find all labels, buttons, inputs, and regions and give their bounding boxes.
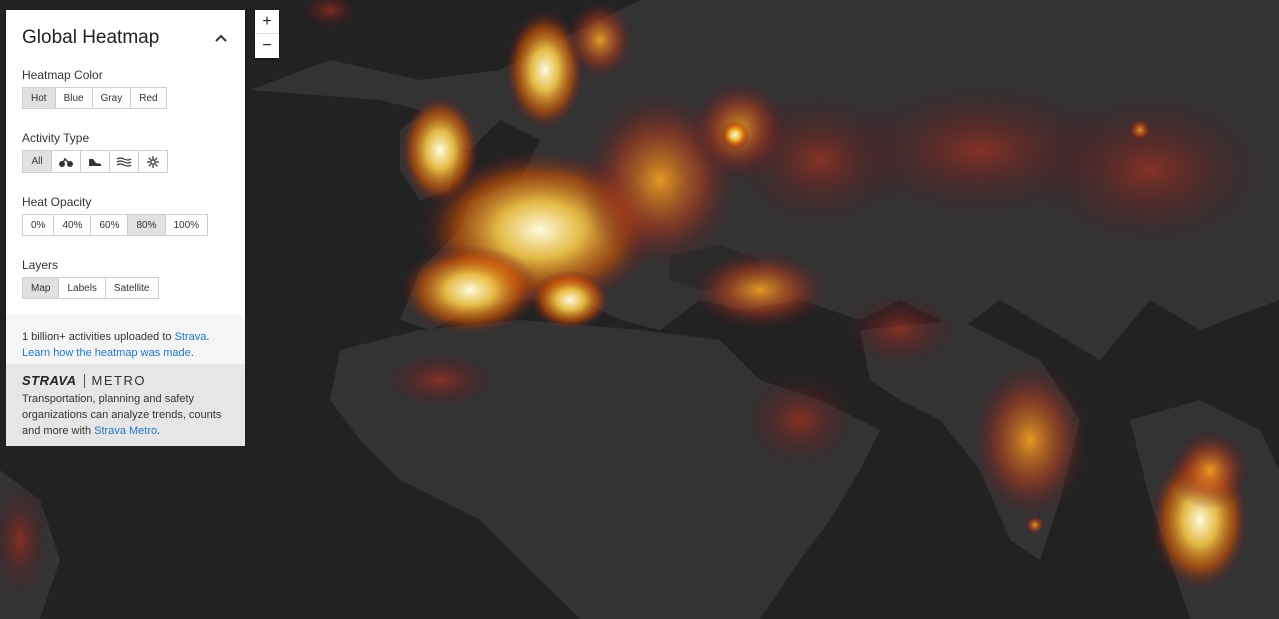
activity-ride-button[interactable] xyxy=(51,150,81,173)
metro-description: Transportation, planning and safety orga… xyxy=(22,391,229,439)
activity-all-button[interactable]: All xyxy=(22,150,52,173)
heatmap-color-group: Heatmap Color Hot Blue Gray Red xyxy=(6,68,245,109)
heat-opacity-options: 0% 40% 60% 80% 100% xyxy=(22,214,229,236)
activity-type-options: All xyxy=(22,150,229,173)
heat-layer xyxy=(0,0,1270,600)
strava-brand: STRAVA xyxy=(22,373,77,388)
opacity-40-button[interactable]: 40% xyxy=(53,214,92,236)
activity-winter-button[interactable] xyxy=(138,150,168,173)
metro-product: METRO xyxy=(91,373,146,388)
layer-satellite-button[interactable]: Satellite xyxy=(104,277,159,299)
layer-map-button[interactable]: Map xyxy=(22,277,60,299)
color-hot-button[interactable]: Hot xyxy=(22,87,56,109)
activity-type-label: Activity Type xyxy=(22,131,90,145)
layers-options: Map Labels Satellite xyxy=(22,277,229,299)
layer-labels-button[interactable]: Labels xyxy=(58,277,106,299)
activities-suffix: . xyxy=(206,331,210,343)
chevron-up-icon[interactable] xyxy=(213,30,229,46)
activities-text: 1 billion+ activities uploaded to xyxy=(22,331,175,343)
strava-link[interactable]: Strava xyxy=(174,331,207,343)
zoom-out-button[interactable]: − xyxy=(262,37,272,54)
color-red-button[interactable]: Red xyxy=(130,87,167,109)
strava-metro-logo: STRAVA METRO xyxy=(22,373,229,389)
layers-label: Layers xyxy=(22,258,59,272)
heatmap-color-options: Hot Blue Gray Red xyxy=(22,87,229,109)
learn-line: Learn how the heatmap was made. xyxy=(22,345,229,361)
heat-opacity-label: Heat Opacity xyxy=(22,195,92,209)
zoom-in-button[interactable]: + xyxy=(255,10,279,34)
opacity-100-button[interactable]: 100% xyxy=(164,214,209,236)
metro-text: Transportation, planning and safety orga… xyxy=(22,393,222,437)
activity-water-button[interactable] xyxy=(109,150,139,173)
opacity-60-button[interactable]: 60% xyxy=(90,214,129,236)
opacity-0-button[interactable]: 0% xyxy=(22,214,55,236)
learn-suffix: . xyxy=(190,347,194,359)
heatmap-control-panel: Global Heatmap Heatmap Color Hot Blue Gr… xyxy=(6,10,245,375)
water-waves-icon xyxy=(116,156,132,167)
snowflake-icon xyxy=(147,155,159,168)
activities-line: 1 billion+ activities uploaded to Strava… xyxy=(22,329,229,345)
color-gray-button[interactable]: Gray xyxy=(91,87,132,109)
heatmap-color-label: Heatmap Color xyxy=(22,68,103,82)
layers-group: Layers Map Labels Satellite xyxy=(6,258,245,299)
strava-metro-link[interactable]: Strava Metro xyxy=(94,425,158,437)
heat-opacity-group: Heat Opacity 0% 40% 60% 80% 100% xyxy=(6,195,245,236)
activity-run-button[interactable] xyxy=(80,150,110,173)
logo-divider xyxy=(83,374,85,388)
metro-suffix: . xyxy=(157,425,161,437)
strava-metro-box: STRAVA METRO Transportation, planning an… xyxy=(6,364,245,446)
zoom-control: + − xyxy=(255,10,279,58)
opacity-80-button[interactable]: 80% xyxy=(127,214,166,236)
bike-icon xyxy=(59,157,73,167)
panel-title: Global Heatmap xyxy=(22,27,160,48)
run-shoe-icon xyxy=(89,158,101,166)
activity-type-group: Activity Type All xyxy=(6,131,245,173)
learn-heatmap-link[interactable]: Learn how the heatmap was made xyxy=(22,347,191,359)
color-blue-button[interactable]: Blue xyxy=(54,87,93,109)
